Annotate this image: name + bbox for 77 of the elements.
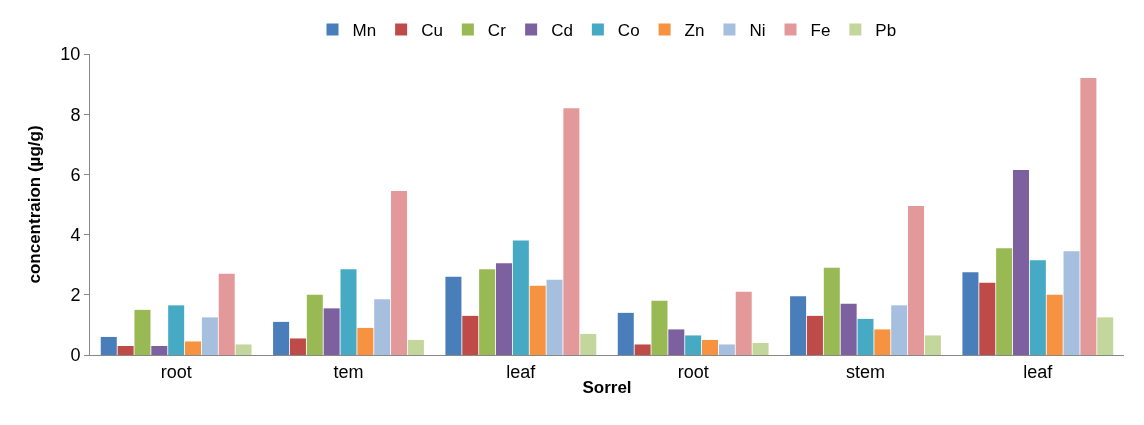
y-tick-label: 10 (60, 44, 81, 65)
bar (445, 276, 462, 355)
bar (806, 315, 823, 355)
bar (840, 303, 857, 355)
bar (201, 317, 218, 355)
bar (979, 282, 996, 355)
bar (1029, 260, 1046, 355)
bar (168, 305, 185, 355)
y-axis-title: concentraion (µg/g) (24, 125, 44, 284)
legend-label: Cr (487, 21, 507, 41)
bar (235, 344, 252, 355)
bar (546, 279, 563, 355)
bar (962, 272, 979, 355)
bar (563, 108, 580, 355)
bar (323, 308, 340, 355)
bar (874, 329, 891, 355)
bar (273, 321, 290, 355)
bar (891, 305, 908, 355)
bar (908, 206, 925, 355)
bar (790, 296, 807, 355)
bar (529, 285, 546, 355)
legend-label: Cu (421, 21, 443, 41)
bar (117, 345, 134, 355)
bar (1012, 169, 1029, 355)
bar (1097, 317, 1114, 355)
x-tick-label: tem (333, 361, 364, 382)
y-tick-label: 6 (70, 164, 81, 185)
legend-label: Mn (352, 21, 377, 41)
bar (752, 342, 769, 355)
bar (407, 339, 424, 355)
legend-label: Pb (875, 21, 897, 41)
legend-label: Ni (749, 21, 766, 41)
bar (391, 190, 408, 355)
bar (185, 341, 202, 355)
y-tick-label: 0 (70, 345, 81, 366)
bar (100, 336, 117, 355)
bar (580, 333, 597, 355)
legend-label: Fe (810, 21, 831, 41)
bar (479, 269, 496, 355)
bar (857, 318, 874, 355)
bar (462, 315, 479, 355)
bar (668, 329, 685, 355)
bar (1063, 251, 1080, 355)
y-tick-label: 4 (70, 224, 81, 245)
bar (634, 344, 651, 355)
bar (289, 338, 306, 355)
bar (996, 248, 1013, 355)
bar (512, 240, 529, 355)
legend-label: Zn (684, 21, 705, 41)
bar (218, 273, 235, 355)
bar (735, 291, 752, 355)
bar (651, 300, 668, 355)
legend-label: Cd (551, 21, 573, 41)
legend-label: Co (617, 21, 640, 41)
bar (151, 345, 168, 355)
bar (340, 269, 357, 355)
bar (1080, 78, 1097, 355)
bar (823, 267, 840, 355)
x-tick-label: root (677, 361, 709, 382)
bar (924, 335, 941, 355)
x-tick-label: leaf (506, 361, 537, 382)
y-tick-label: 2 (70, 285, 81, 306)
x-tick-label: root (160, 361, 192, 382)
bar (495, 263, 512, 355)
bar (685, 335, 702, 355)
x-tick-label: stem (845, 361, 886, 382)
x-tick-label: leaf (1023, 361, 1054, 382)
bar (718, 344, 735, 355)
bar (134, 309, 151, 355)
bar (374, 299, 391, 355)
bar (702, 339, 719, 355)
bar (357, 327, 374, 355)
bar (1046, 294, 1063, 355)
x-axis-title: Sorrel (582, 378, 632, 397)
bar (306, 294, 323, 355)
y-tick-label: 8 (70, 104, 81, 125)
bar (617, 312, 634, 355)
